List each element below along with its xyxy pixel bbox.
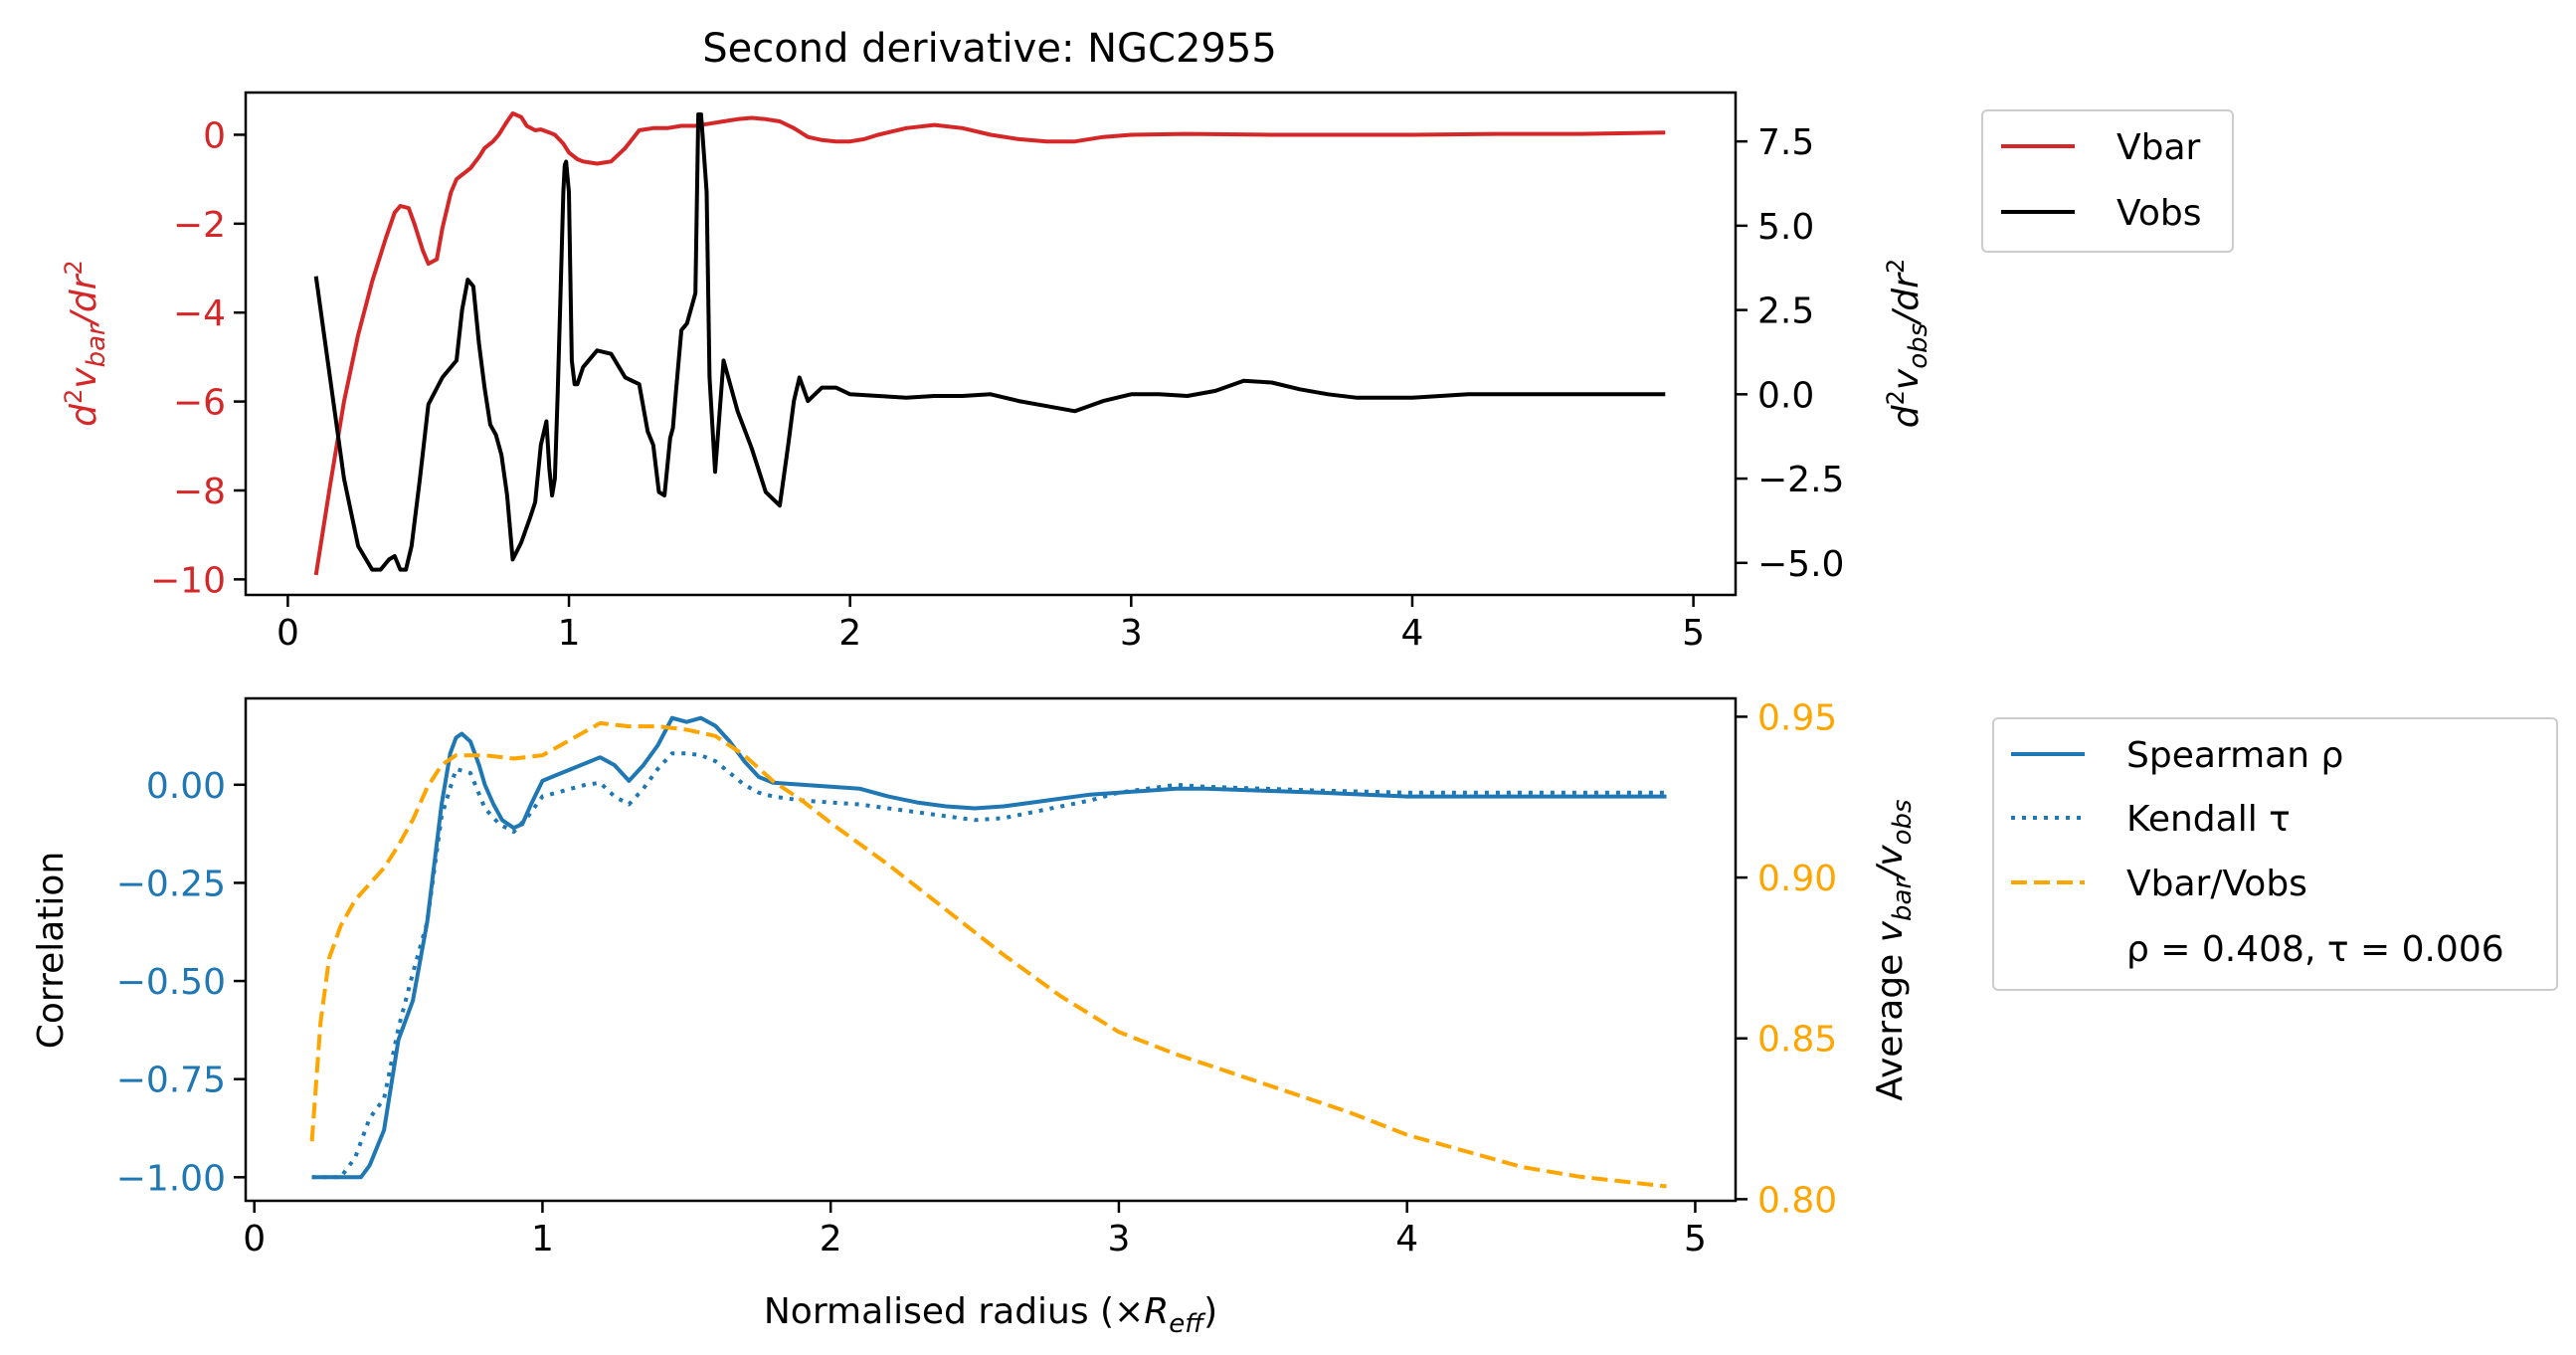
bottom-right-ylabel: Average vbar/vobs xyxy=(1870,799,1918,1100)
right-y-tick-label: 2.5 xyxy=(1757,291,1814,332)
right-y-tick-label: 5.0 xyxy=(1757,207,1814,248)
left-y-tick-label: 0.00 xyxy=(146,766,226,807)
x-tick-label: 4 xyxy=(1395,1219,1418,1259)
bottom-x-ticks: 0 1 2 3 4 5 xyxy=(243,1201,1707,1259)
top-right-y-ticks: 7.5 5.0 2.5 0.0 −2.5 −5.0 xyxy=(1736,122,1844,585)
top-x-ticks: 0 1 2 3 4 5 xyxy=(276,595,1705,654)
bottom-right-y-ticks: 0.95 0.90 0.85 0.80 xyxy=(1736,697,1837,1221)
left-y-tick-label: −1.00 xyxy=(116,1158,226,1199)
left-y-tick-label: −0.75 xyxy=(116,1061,226,1101)
top-left-ylabel: d2vbar/dr2 xyxy=(60,260,111,427)
x-tick-label: 0 xyxy=(276,613,299,654)
legend-correlation-stats: ρ = 0.408, τ = 0.006 xyxy=(2126,929,2504,970)
legend-kendall-label: Kendall τ xyxy=(2126,799,2291,840)
bottom-plot-lines xyxy=(309,715,1667,1189)
bottom-legend: Spearman ρ Kendall τ Vbar/Vobs ρ = 0.408… xyxy=(1992,717,2558,991)
chart-title: Second derivative: NGC2955 xyxy=(702,26,1277,72)
series-line-spearman xyxy=(311,715,1667,1180)
right-y-tick-label: 0.0 xyxy=(1757,375,1814,416)
x-tick-label: 4 xyxy=(1401,613,1424,654)
right-y-tick-label: 7.5 xyxy=(1757,122,1814,163)
bottom-axes-frame xyxy=(244,696,1738,1203)
top-axes-frame xyxy=(244,91,1738,597)
top-right-ylabel: d2vobs/dr2 xyxy=(1882,259,1933,428)
x-tick-label: 3 xyxy=(1107,1219,1130,1259)
series-line-vbar-vobs xyxy=(309,720,1667,1189)
top-panel: 0 1 2 3 4 5 0 −2 −4 −6 −8 −10 7.5 5.0 2.5 0.0 −2.5 −5.0… xyxy=(60,91,1933,654)
legend-vbar-label: Vbar xyxy=(2116,127,2201,168)
right-y-tick-label: −2.5 xyxy=(1757,460,1844,500)
bottom-panel: 0 1 2 3 4 5 0.00 −0.25 −0.50 −0.75 −1.00 0.95 0.90… xyxy=(31,696,1918,1339)
series-line-vbar xyxy=(313,111,1666,576)
right-y-tick-label: −5.0 xyxy=(1757,544,1844,585)
bottom-left-ylabel: Correlation xyxy=(31,852,72,1050)
x-tick-label: 3 xyxy=(1120,613,1143,654)
left-y-tick-label: −8 xyxy=(173,472,226,512)
left-y-tick-label: −2 xyxy=(173,205,226,246)
left-y-tick-label: 0 xyxy=(203,115,226,156)
right-y-tick-label: 0.90 xyxy=(1757,859,1837,899)
series-line-kendall xyxy=(311,751,1667,1180)
x-tick-label: 1 xyxy=(558,613,581,654)
left-y-tick-label: −0.50 xyxy=(116,962,226,1003)
legend-ratio-label: Vbar/Vobs xyxy=(2126,864,2307,904)
bottom-xlabel: Normalised radius (×Reff) xyxy=(764,1291,1217,1339)
left-y-tick-label: −10 xyxy=(150,560,226,601)
bottom-left-y-ticks: 0.00 −0.25 −0.50 −0.75 −1.00 xyxy=(116,766,246,1199)
top-plot-lines xyxy=(313,111,1666,576)
left-y-tick-label: −4 xyxy=(173,293,226,334)
x-tick-label: 0 xyxy=(243,1219,266,1259)
right-y-tick-label: 0.95 xyxy=(1757,697,1837,738)
x-tick-label: 5 xyxy=(1684,1219,1707,1259)
series-line-vobs xyxy=(313,112,1666,572)
top-left-y-ticks: 0 −2 −4 −6 −8 −10 xyxy=(150,115,246,601)
x-tick-label: 2 xyxy=(838,613,861,654)
left-y-tick-label: −0.25 xyxy=(116,864,226,904)
x-tick-label: 1 xyxy=(531,1219,554,1259)
legend-vobs-label: Vobs xyxy=(2116,193,2201,234)
x-tick-label: 5 xyxy=(1682,613,1705,654)
x-tick-label: 2 xyxy=(820,1219,842,1259)
bottom-legend-box xyxy=(1992,717,2558,991)
left-y-tick-label: −6 xyxy=(173,383,226,424)
right-y-tick-label: 0.80 xyxy=(1757,1180,1837,1221)
right-y-tick-label: 0.85 xyxy=(1757,1020,1837,1061)
legend-spearman-label: Spearman ρ xyxy=(2126,735,2343,776)
top-legend: Vbar Vobs xyxy=(1981,109,2234,253)
